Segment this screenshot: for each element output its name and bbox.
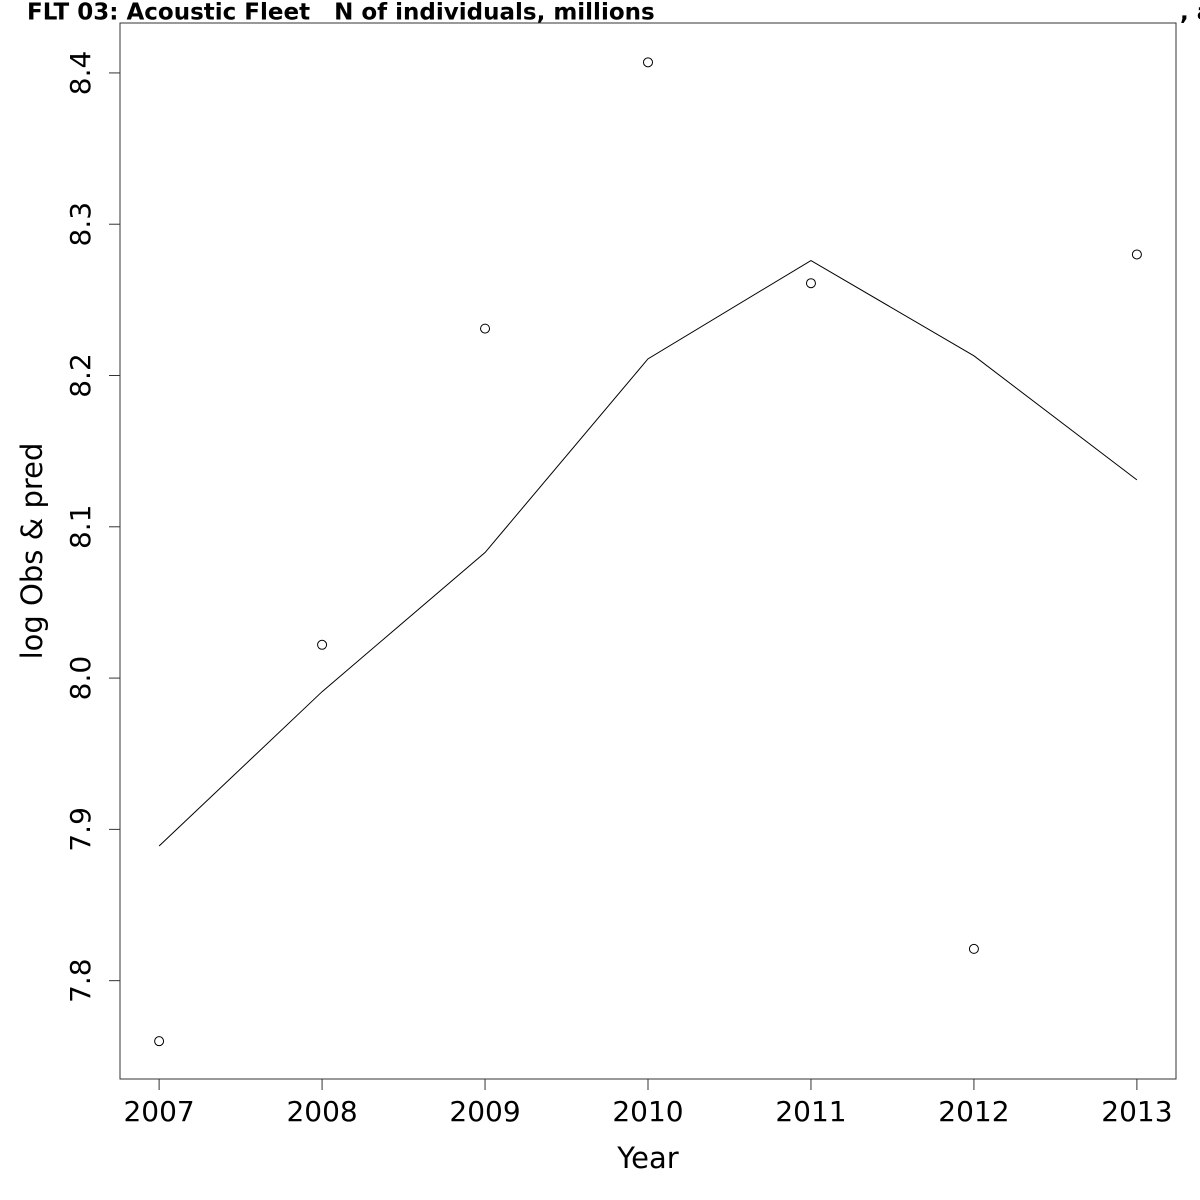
y-axis-label: log Obs & pred	[15, 443, 49, 660]
x-tick-label: 2013	[1101, 1095, 1172, 1128]
x-tick-label: 2010	[612, 1095, 683, 1128]
x-tick-label: 2011	[775, 1095, 846, 1128]
data-point	[480, 323, 491, 334]
x-tick-label: 2007	[123, 1095, 194, 1128]
y-tick-label: 8.1	[64, 505, 97, 550]
chart-title: FLT 03: Acoustic Fleet N of individuals,…	[27, 0, 655, 26]
data-point	[154, 1036, 165, 1047]
data-point	[968, 943, 979, 954]
data-point	[643, 57, 653, 68]
data-point	[317, 639, 328, 650]
y-tick-label: 8.3	[64, 202, 97, 247]
data-line	[158, 259, 1138, 847]
y-tick-label: 8.0	[64, 656, 97, 701]
data-point	[805, 278, 816, 289]
x-axis-label: Year	[616, 1141, 678, 1175]
y-tick-label: 7.8	[64, 958, 97, 1003]
y-tick-label: 8.4	[64, 51, 97, 96]
y-tick-label: 7.9	[64, 807, 97, 852]
chart-title-tail: , a	[1180, 0, 1200, 26]
x-tick-label: 2009	[449, 1095, 520, 1128]
plot-box	[119, 22, 1177, 1080]
data-point	[1131, 249, 1142, 260]
x-tick-label: 2012	[938, 1095, 1009, 1128]
y-tick-label: 8.2	[64, 353, 97, 398]
x-tick-label: 2008	[286, 1095, 357, 1128]
